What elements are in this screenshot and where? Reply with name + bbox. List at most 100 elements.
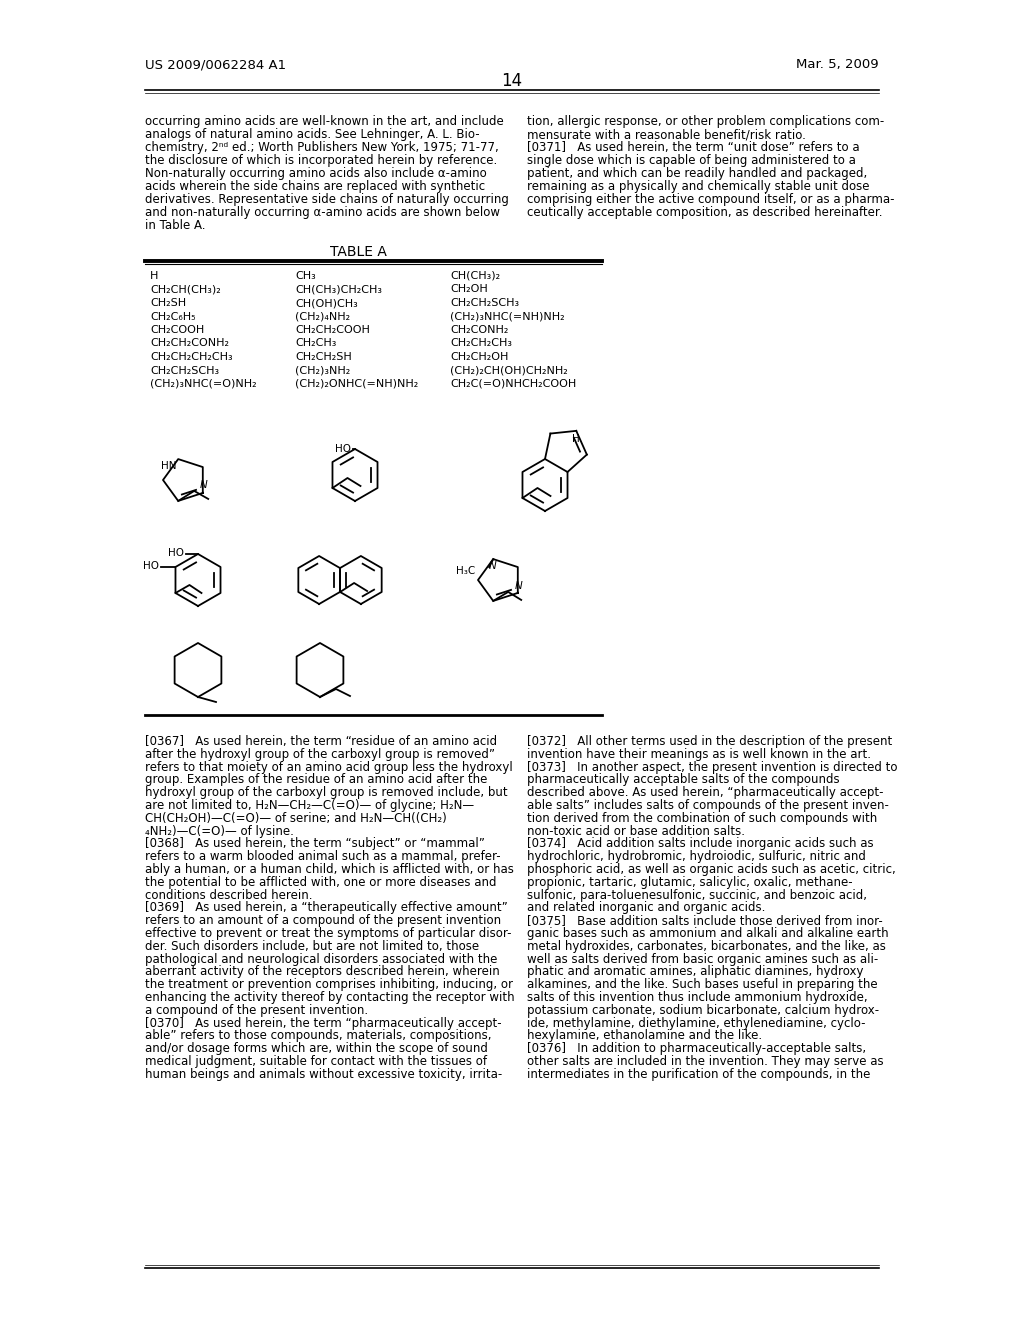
Text: occurring amino acids are well-known in the art, and include: occurring amino acids are well-known in … — [145, 115, 504, 128]
Text: CH₂C(=O)NHCH₂COOH: CH₂C(=O)NHCH₂COOH — [450, 379, 577, 389]
Text: CH₂CH₂CH₂CH₃: CH₂CH₂CH₂CH₃ — [150, 352, 232, 362]
Text: alkamines, and the like. Such bases useful in preparing the: alkamines, and the like. Such bases usef… — [527, 978, 878, 991]
Text: H: H — [150, 271, 159, 281]
Text: (CH₂)₄NH₂: (CH₂)₄NH₂ — [295, 312, 350, 322]
Text: CH₂C₆H₅: CH₂C₆H₅ — [150, 312, 196, 322]
Text: ide, methylamine, diethylamine, ethylenediamine, cyclo-: ide, methylamine, diethylamine, ethylene… — [527, 1016, 865, 1030]
Text: aberrant activity of the receptors described herein, wherein: aberrant activity of the receptors descr… — [145, 965, 500, 978]
Text: in Table A.: in Table A. — [145, 219, 206, 232]
Text: conditions described herein.: conditions described herein. — [145, 888, 312, 902]
Text: are not limited to, H₂N—CH₂—C(=O)— of glycine; H₂N—: are not limited to, H₂N—CH₂—C(=O)— of gl… — [145, 799, 474, 812]
Text: CH(CH₃)CH₂CH₃: CH(CH₃)CH₂CH₃ — [295, 285, 382, 294]
Text: [0373]   In another aspect, the present invention is directed to: [0373] In another aspect, the present in… — [527, 760, 897, 774]
Text: CH₂CH₂OH: CH₂CH₂OH — [450, 352, 508, 362]
Text: hydrochloric, hydrobromic, hydroiodic, sulfuric, nitric and: hydrochloric, hydrobromic, hydroiodic, s… — [527, 850, 866, 863]
Text: (CH₂)₃NHC(=NH)NH₂: (CH₂)₃NHC(=NH)NH₂ — [450, 312, 564, 322]
Text: other salts are included in the invention. They may serve as: other salts are included in the inventio… — [527, 1055, 884, 1068]
Text: CH₂CH₂SH: CH₂CH₂SH — [295, 352, 352, 362]
Text: CH₂CH₂CONH₂: CH₂CH₂CONH₂ — [150, 338, 229, 348]
Text: CH₂CH₂COOH: CH₂CH₂COOH — [295, 325, 370, 335]
Text: pharmaceutically acceptable salts of the compounds: pharmaceutically acceptable salts of the… — [527, 774, 840, 787]
Text: CH(OH)CH₃: CH(OH)CH₃ — [295, 298, 357, 308]
Text: ₄NH₂)—C(=O)— of lysine.: ₄NH₂)—C(=O)— of lysine. — [145, 825, 294, 838]
Text: Non-naturally occurring amino acids also include α-amino: Non-naturally occurring amino acids also… — [145, 168, 486, 180]
Text: H₃C: H₃C — [456, 566, 475, 576]
Text: [0371]   As used herein, the term “unit dose” refers to a: [0371] As used herein, the term “unit do… — [527, 141, 859, 154]
Text: refers to a warm blooded animal such as a mammal, prefer-: refers to a warm blooded animal such as … — [145, 850, 501, 863]
Text: [0369]   As used herein, a “therapeutically effective amount”: [0369] As used herein, a “therapeuticall… — [145, 902, 508, 915]
Text: (CH₂)₃NH₂: (CH₂)₃NH₂ — [295, 366, 350, 375]
Text: potassium carbonate, sodium bicarbonate, calcium hydrox-: potassium carbonate, sodium bicarbonate,… — [527, 1003, 880, 1016]
Text: HO: HO — [143, 561, 160, 572]
Text: refers to that moiety of an amino acid group less the hydroxyl: refers to that moiety of an amino acid g… — [145, 760, 513, 774]
Text: TABLE A: TABLE A — [330, 246, 387, 259]
Text: able” refers to those compounds, materials, compositions,: able” refers to those compounds, materia… — [145, 1030, 492, 1043]
Text: tion derived from the combination of such compounds with: tion derived from the combination of suc… — [527, 812, 878, 825]
Text: described above. As used herein, “pharmaceutically accept-: described above. As used herein, “pharma… — [527, 787, 884, 799]
Text: metal hydroxides, carbonates, bicarbonates, and the like, as: metal hydroxides, carbonates, bicarbonat… — [527, 940, 886, 953]
Text: and/or dosage forms which are, within the scope of sound: and/or dosage forms which are, within th… — [145, 1043, 487, 1055]
Text: 14: 14 — [502, 73, 522, 90]
Text: CH₂OH: CH₂OH — [450, 285, 487, 294]
Text: non-toxic acid or base addition salts.: non-toxic acid or base addition salts. — [527, 825, 745, 838]
Text: HO: HO — [168, 548, 184, 558]
Text: phosphoric acid, as well as organic acids such as acetic, citric,: phosphoric acid, as well as organic acid… — [527, 863, 896, 876]
Text: ceutically acceptable composition, as described hereinafter.: ceutically acceptable composition, as de… — [527, 206, 883, 219]
Text: US 2009/0062284 A1: US 2009/0062284 A1 — [145, 58, 286, 71]
Text: hexylamine, ethanolamine and the like.: hexylamine, ethanolamine and the like. — [527, 1030, 762, 1043]
Text: the treatment or prevention comprises inhibiting, inducing, or: the treatment or prevention comprises in… — [145, 978, 513, 991]
Text: [0376]   In addition to pharmaceutically-acceptable salts,: [0376] In addition to pharmaceutically-a… — [527, 1043, 866, 1055]
Text: remaining as a physically and chemically stable unit dose: remaining as a physically and chemically… — [527, 180, 869, 193]
Text: tion, allergic response, or other problem complications com-: tion, allergic response, or other proble… — [527, 115, 885, 128]
Text: ganic bases such as ammonium and alkali and alkaline earth: ganic bases such as ammonium and alkali … — [527, 927, 889, 940]
Text: patient, and which can be readily handled and packaged,: patient, and which can be readily handle… — [527, 168, 867, 180]
Text: refers to an amount of a compound of the present invention: refers to an amount of a compound of the… — [145, 915, 501, 927]
Text: [0370]   As used herein, the term “pharmaceutically accept-: [0370] As used herein, the term “pharmac… — [145, 1016, 502, 1030]
Text: after the hydroxyl group of the carboxyl group is removed”: after the hydroxyl group of the carboxyl… — [145, 748, 495, 760]
Text: CH₂COOH: CH₂COOH — [150, 325, 204, 335]
Text: analogs of natural amino acids. See Lehninger, A. L. Bio-: analogs of natural amino acids. See Lehn… — [145, 128, 479, 141]
Text: comprising either the active compound itself, or as a pharma-: comprising either the active compound it… — [527, 193, 895, 206]
Text: [0372]   All other terms used in the description of the present: [0372] All other terms used in the descr… — [527, 735, 892, 748]
Text: CH₂SH: CH₂SH — [150, 298, 186, 308]
Text: propionic, tartaric, glutamic, salicylic, oxalic, methane-: propionic, tartaric, glutamic, salicylic… — [527, 875, 853, 888]
Text: HN: HN — [161, 461, 176, 471]
Text: sulfonic, para-toluenesulfonic, succinic, and benzoic acid,: sulfonic, para-toluenesulfonic, succinic… — [527, 888, 867, 902]
Text: human beings and animals without excessive toxicity, irrita-: human beings and animals without excessi… — [145, 1068, 502, 1081]
Text: (CH₂)₂CH(OH)CH₂NH₂: (CH₂)₂CH(OH)CH₂NH₂ — [450, 366, 567, 375]
Text: and related inorganic and organic acids.: and related inorganic and organic acids. — [527, 902, 765, 915]
Text: salts of this invention thus include ammonium hydroxide,: salts of this invention thus include amm… — [527, 991, 867, 1005]
Text: single dose which is capable of being administered to a: single dose which is capable of being ad… — [527, 154, 856, 168]
Text: (CH₂)₂ONHC(=NH)NH₂: (CH₂)₂ONHC(=NH)NH₂ — [295, 379, 418, 389]
Text: CH₂CH₃: CH₂CH₃ — [295, 338, 336, 348]
Text: [0368]   As used herein, the term “subject” or “mammal”: [0368] As used herein, the term “subject… — [145, 837, 485, 850]
Text: HO: HO — [335, 444, 351, 454]
Text: chemistry, 2ⁿᵈ ed.; Worth Publishers New York, 1975; 71-77,: chemistry, 2ⁿᵈ ed.; Worth Publishers New… — [145, 141, 499, 154]
Text: well as salts derived from basic organic amines such as ali-: well as salts derived from basic organic… — [527, 953, 879, 966]
Text: der. Such disorders include, but are not limited to, those: der. Such disorders include, but are not… — [145, 940, 479, 953]
Text: group. Examples of the residue of an amino acid after the: group. Examples of the residue of an ami… — [145, 774, 487, 787]
Text: and non-naturally occurring α-amino acids are shown below: and non-naturally occurring α-amino acid… — [145, 206, 500, 219]
Text: CH(CH₃)₂: CH(CH₃)₂ — [450, 271, 500, 281]
Text: mensurate with a reasonable benefit/risk ratio.: mensurate with a reasonable benefit/risk… — [527, 128, 806, 141]
Text: enhancing the activity thereof by contacting the receptor with: enhancing the activity thereof by contac… — [145, 991, 515, 1005]
Text: CH(CH₂OH)—C(=O)— of serine; and H₂N—CH((CH₂): CH(CH₂OH)—C(=O)— of serine; and H₂N—CH((… — [145, 812, 446, 825]
Text: a compound of the present invention.: a compound of the present invention. — [145, 1003, 368, 1016]
Text: CH₂CH₂SCH₃: CH₂CH₂SCH₃ — [450, 298, 519, 308]
Text: CH₂CH(CH₃)₂: CH₂CH(CH₃)₂ — [150, 285, 221, 294]
Text: hydroxyl group of the carboxyl group is removed include, but: hydroxyl group of the carboxyl group is … — [145, 787, 508, 799]
Text: medical judgment, suitable for contact with the tissues of: medical judgment, suitable for contact w… — [145, 1055, 487, 1068]
Text: able salts” includes salts of compounds of the present inven-: able salts” includes salts of compounds … — [527, 799, 889, 812]
Text: [0374]   Acid addition salts include inorganic acids such as: [0374] Acid addition salts include inorg… — [527, 837, 873, 850]
Text: N: N — [488, 561, 496, 572]
Text: invention have their meanings as is well known in the art.: invention have their meanings as is well… — [527, 748, 871, 760]
Text: intermediates in the purification of the compounds, in the: intermediates in the purification of the… — [527, 1068, 870, 1081]
Text: the potential to be afflicted with, one or more diseases and: the potential to be afflicted with, one … — [145, 875, 497, 888]
Text: CH₂CONH₂: CH₂CONH₂ — [450, 325, 508, 335]
Text: phatic and aromatic amines, aliphatic diamines, hydroxy: phatic and aromatic amines, aliphatic di… — [527, 965, 863, 978]
Text: [0367]   As used herein, the term “residue of an amino acid: [0367] As used herein, the term “residue… — [145, 735, 497, 748]
Text: CH₂CH₂SCH₃: CH₂CH₂SCH₃ — [150, 366, 219, 375]
Text: N: N — [200, 480, 208, 490]
Text: derivatives. Representative side chains of naturally occurring: derivatives. Representative side chains … — [145, 193, 509, 206]
Text: effective to prevent or treat the symptoms of particular disor-: effective to prevent or treat the sympto… — [145, 927, 512, 940]
